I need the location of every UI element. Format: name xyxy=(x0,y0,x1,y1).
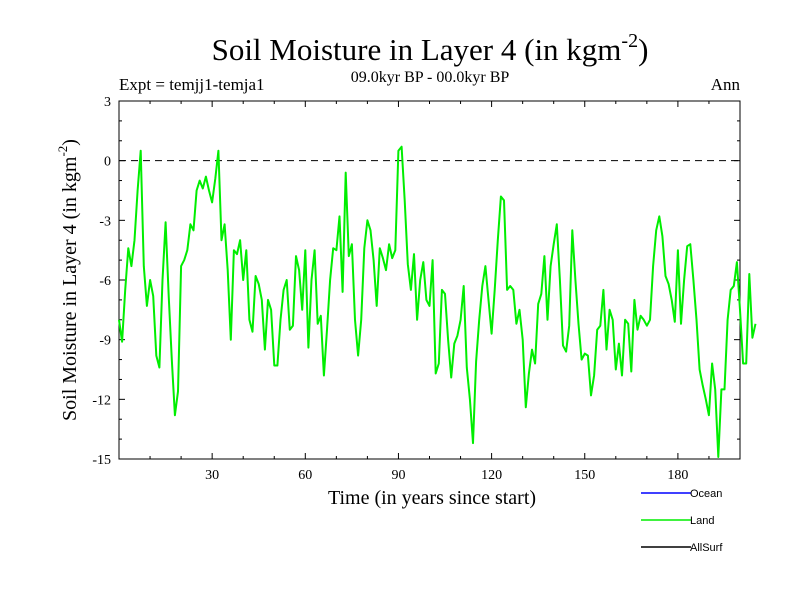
y-tick-label: -6 xyxy=(99,274,111,289)
y-tick-label: -3 xyxy=(99,214,111,229)
y-tick-label: -15 xyxy=(92,453,111,468)
legend: Ocean Land AllSurf xyxy=(641,488,723,554)
x-tick-label: 30 xyxy=(205,468,219,483)
legend-allsurf-label: AllSurf xyxy=(690,542,723,554)
x-tick-label: 180 xyxy=(667,468,688,483)
legend-ocean-label: Ocean xyxy=(690,488,722,500)
series-line-land xyxy=(118,145,757,458)
x-tick-label: 90 xyxy=(391,468,405,483)
y-tick-label: 0 xyxy=(104,155,111,170)
y-tick-label: -9 xyxy=(99,334,111,349)
subtitle: 09.0kyr BP - 00.0kyr BP xyxy=(351,69,510,86)
period-label: Ann xyxy=(711,75,741,94)
x-tick-label: 120 xyxy=(481,468,502,483)
plot-frame xyxy=(118,100,741,460)
y-axis-label: Soil Moisture in Layer 4 (in kgm-2) xyxy=(55,139,81,421)
data-series xyxy=(118,145,757,458)
experiment-label: Expt = temjj1-temja1 xyxy=(119,75,265,94)
x-axis-label: Time (in years since start) xyxy=(328,487,536,509)
y-tick-label: -12 xyxy=(92,393,111,408)
x-tick-label: 150 xyxy=(574,468,595,483)
x-tick-label: 60 xyxy=(298,468,312,483)
y-tick-label: 3 xyxy=(104,95,111,110)
chart-title: Soil Moisture in Layer 4 (in kgm-2) xyxy=(212,30,649,67)
legend-land-label: Land xyxy=(690,515,714,527)
